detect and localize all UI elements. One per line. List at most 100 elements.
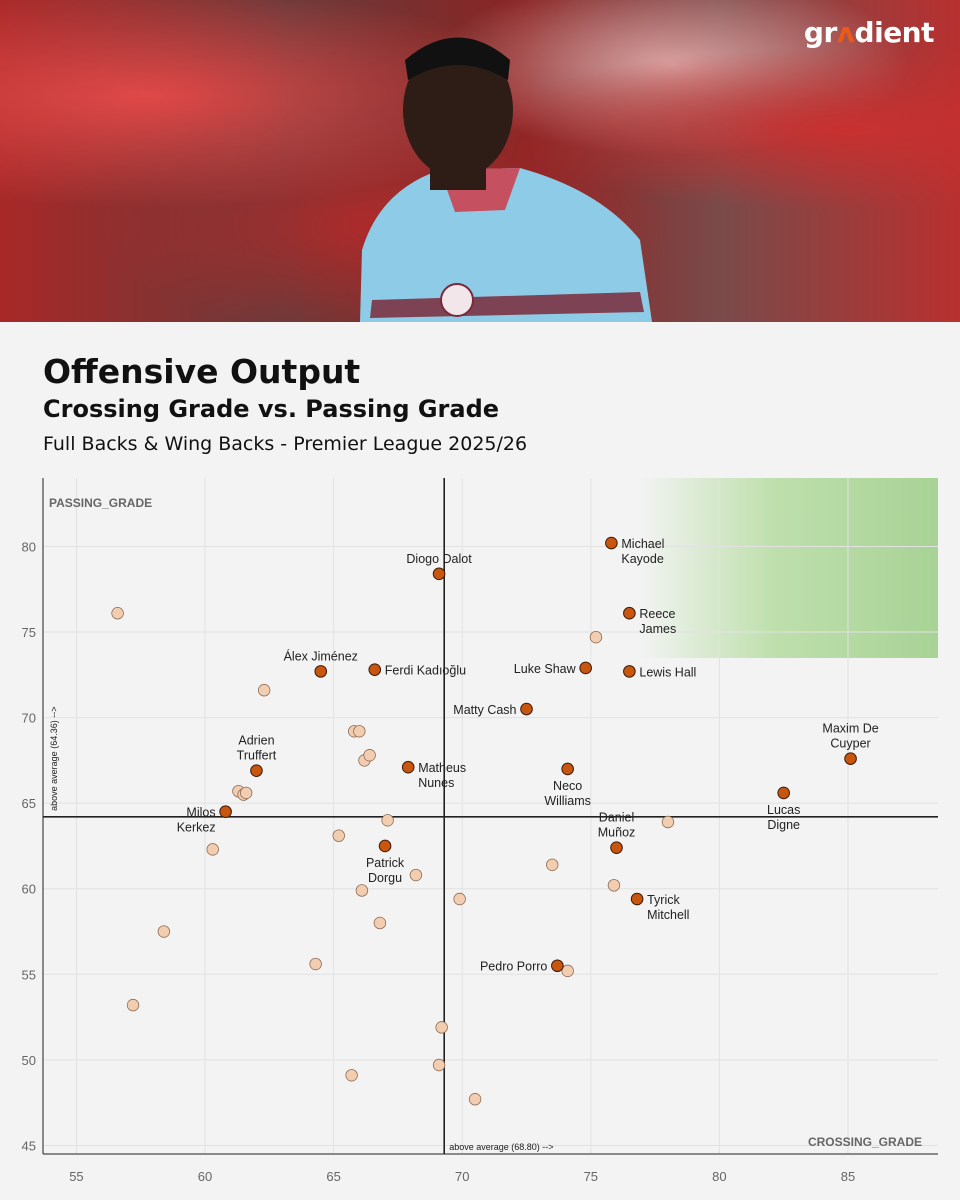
point-label: Diogo Dalot	[406, 552, 472, 566]
data-point	[309, 957, 322, 971]
chart-caption: Full Backs & Wing Backs - Premier League…	[43, 433, 528, 455]
chart-subtitle: Crossing Grade vs. Passing Grade	[43, 395, 500, 423]
data-point	[332, 829, 345, 842]
data-point	[561, 964, 574, 978]
highlight-point	[551, 959, 564, 973]
point-label: Álex Jiménez	[284, 648, 358, 663]
data-point	[345, 1069, 358, 1082]
data-point	[239, 786, 253, 800]
data-point	[257, 684, 271, 697]
avg-x-label: above average (68.80) -->	[449, 1142, 553, 1152]
point-label: Reece	[639, 607, 675, 621]
player-photo-illustration	[360, 37, 652, 322]
y-tick-label: 55	[22, 967, 36, 982]
gridlines	[43, 478, 938, 1154]
data-point	[435, 1021, 448, 1034]
point-label: Nunes	[418, 776, 454, 790]
highlight-point	[520, 702, 533, 716]
data-point	[111, 606, 124, 620]
point-label: Adrien	[238, 734, 274, 748]
point-label: Mitchell	[647, 908, 689, 922]
point-label: Michael	[621, 537, 664, 551]
data-point	[157, 925, 171, 938]
data-point	[607, 879, 621, 892]
data-point	[355, 884, 369, 897]
data-point	[381, 814, 394, 827]
point-label: Pedro Porro	[480, 960, 547, 974]
data-point	[206, 843, 219, 856]
point-label: Lewis Hall	[639, 665, 696, 679]
highlight-point	[219, 805, 232, 819]
point-label: Milos	[186, 806, 215, 820]
y-tick-label: 80	[22, 539, 36, 554]
data-point	[453, 892, 466, 906]
data-point	[363, 749, 376, 762]
x-tick-label: 80	[712, 1169, 726, 1184]
highlight-point	[250, 764, 263, 777]
x-tick-label: 55	[69, 1169, 83, 1184]
data-point	[468, 1093, 482, 1106]
point-label: Matty Cash	[453, 703, 516, 717]
point-label: Muñoz	[598, 826, 636, 840]
y-tick-label: 45	[22, 1138, 36, 1153]
y-tick-label: 70	[22, 711, 36, 726]
data-point	[546, 858, 559, 871]
point-label: Dorgu	[368, 871, 402, 885]
axes: 55 60 65 70 75 80 85 45 50 55 60 65 70 75 80 above aver…	[22, 478, 938, 1184]
point-label: Lucas	[767, 803, 800, 817]
highlight-point	[630, 892, 644, 906]
other-points	[111, 606, 675, 1106]
highlight-point	[605, 536, 618, 550]
highlight-point	[610, 841, 623, 854]
hero-photo: grʌdient	[0, 0, 960, 322]
highlight-point	[432, 567, 446, 581]
point-label: Neco	[553, 779, 582, 793]
data-point	[409, 868, 423, 882]
highlight-point	[579, 661, 592, 675]
y-tick-label: 65	[22, 796, 36, 811]
point-label: Matheus	[418, 761, 466, 775]
avg-y-label: above average (64.36) -->	[49, 707, 59, 811]
title-block: Offensive Output Crossing Grade vs. Pass…	[43, 352, 527, 458]
x-tick-label: 60	[198, 1169, 212, 1184]
chart-title: Offensive Output	[43, 352, 361, 391]
data-point	[661, 815, 675, 829]
highlight-point	[368, 663, 382, 676]
y-axis-title: PASSING_GRADE	[49, 496, 152, 510]
highlight-point	[844, 752, 857, 765]
point-label: Truffert	[237, 749, 277, 763]
point-label: Patrick	[366, 856, 405, 870]
highlight-point	[378, 839, 392, 853]
point-label: Kayode	[621, 552, 663, 566]
highlight-point	[623, 665, 636, 678]
brand-logo: grʌdient	[803, 16, 935, 49]
highlight-point	[314, 665, 328, 678]
point-label: Williams	[544, 794, 591, 808]
data-point	[126, 998, 140, 1012]
x-tick-label: 65	[326, 1169, 340, 1184]
highlight-point	[561, 762, 574, 776]
x-tick-label: 85	[841, 1169, 855, 1184]
point-label: James	[639, 622, 676, 636]
point-label: Ferdi Kadıoğlu	[385, 664, 466, 678]
highlight-point	[623, 606, 636, 620]
point-label: Daniel	[599, 811, 634, 825]
point-label: Kerkez	[177, 821, 216, 835]
scatter-chart: 55 60 65 70 75 80 85 45 50 55 60 65 70 75 80 above aver…	[22, 478, 938, 1184]
y-tick-label: 75	[22, 625, 36, 640]
x-axis-title: CROSSING_GRADE	[808, 1135, 922, 1149]
data-point	[353, 725, 366, 738]
data-point	[432, 1058, 446, 1072]
highlight-point	[777, 786, 790, 800]
point-label: Maxim De	[822, 722, 878, 736]
point-label: Cuyper	[830, 737, 870, 751]
x-tick-label: 70	[455, 1169, 469, 1184]
point-label: Digne	[767, 818, 800, 832]
top-right-quadrant-highlight	[640, 478, 938, 658]
data-point	[589, 630, 603, 644]
point-label: Luke Shaw	[514, 662, 577, 676]
y-tick-label: 60	[22, 882, 36, 897]
y-tick-label: 50	[22, 1053, 36, 1068]
x-tick-label: 75	[584, 1169, 598, 1184]
